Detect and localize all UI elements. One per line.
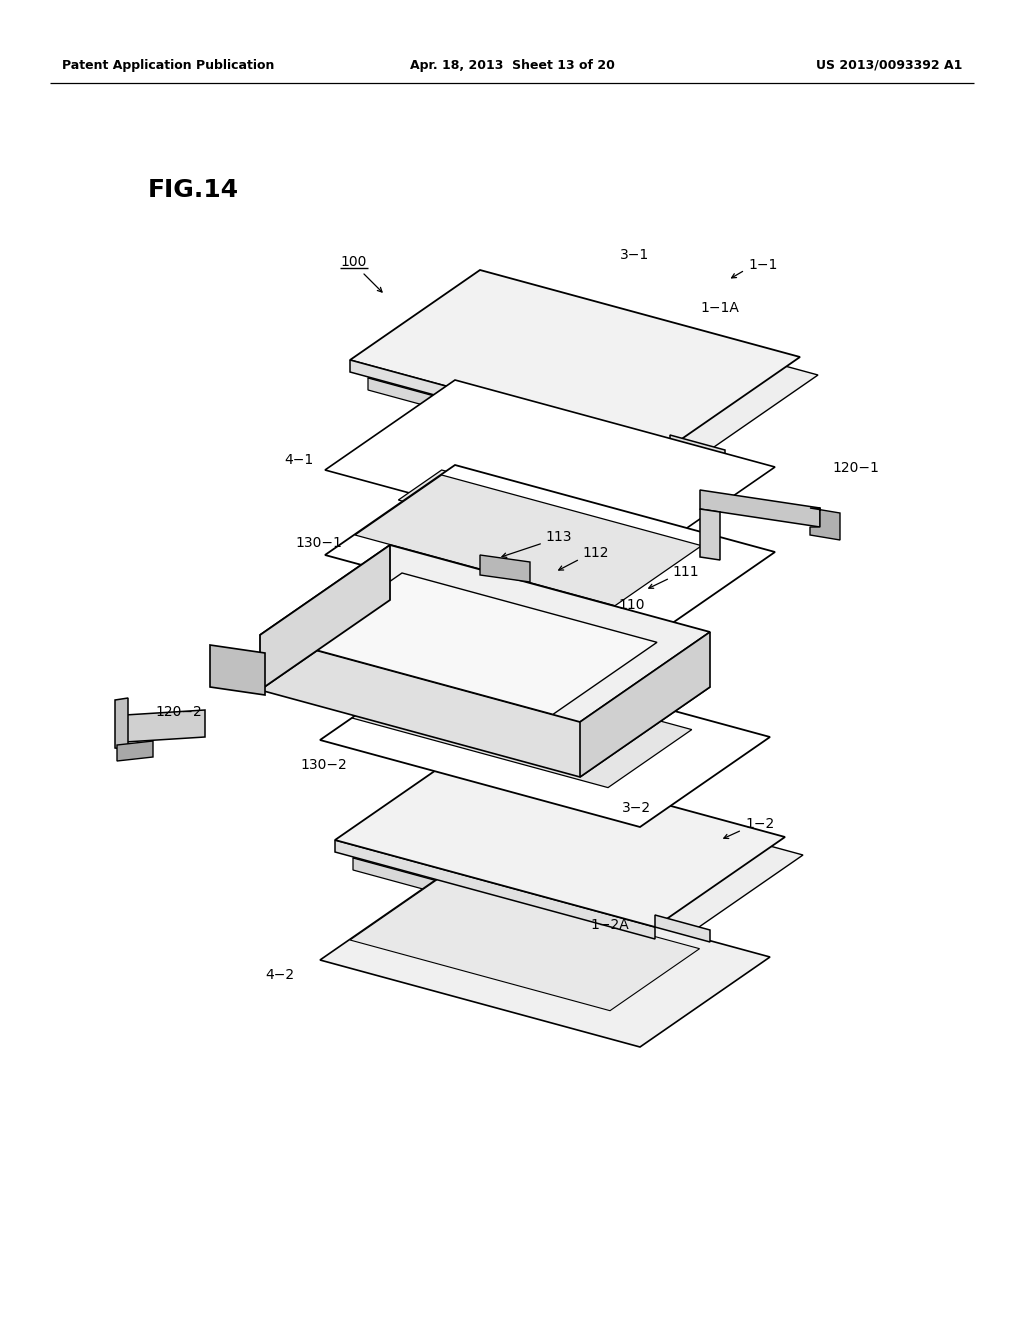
Polygon shape <box>353 768 803 945</box>
Polygon shape <box>298 573 657 714</box>
Text: 100: 100 <box>340 255 367 269</box>
Polygon shape <box>325 465 775 642</box>
Polygon shape <box>368 378 688 477</box>
Text: Apr. 18, 2013  Sheet 13 of 20: Apr. 18, 2013 Sheet 13 of 20 <box>410 58 614 71</box>
Polygon shape <box>125 710 205 742</box>
Polygon shape <box>368 288 818 465</box>
Text: 120−1: 120−1 <box>831 461 879 475</box>
Text: 4−2: 4−2 <box>265 968 294 982</box>
Text: 3−1: 3−1 <box>620 248 649 261</box>
Text: US 2013/0093392 A1: US 2013/0093392 A1 <box>816 58 962 71</box>
Polygon shape <box>700 510 720 560</box>
Polygon shape <box>325 380 775 557</box>
Text: 130−1: 130−1 <box>295 536 342 550</box>
Polygon shape <box>580 632 710 777</box>
Text: 1−2A: 1−2A <box>590 917 629 932</box>
Polygon shape <box>352 660 692 788</box>
Text: 112: 112 <box>582 546 608 560</box>
Text: 1−1: 1−1 <box>748 257 777 272</box>
Polygon shape <box>115 698 128 750</box>
Polygon shape <box>398 470 701 570</box>
Text: 110: 110 <box>618 598 644 612</box>
Text: FIG.14: FIG.14 <box>148 178 240 202</box>
Polygon shape <box>350 360 670 459</box>
Polygon shape <box>260 601 710 777</box>
Polygon shape <box>319 649 770 828</box>
Text: 113: 113 <box>545 531 571 544</box>
Polygon shape <box>117 741 153 762</box>
Polygon shape <box>260 545 710 722</box>
Text: 120−2: 120−2 <box>155 705 202 719</box>
Text: 3−2: 3−2 <box>622 801 651 814</box>
Text: 1−2: 1−2 <box>745 817 774 832</box>
Polygon shape <box>670 436 725 462</box>
Polygon shape <box>260 545 390 690</box>
Text: 111: 111 <box>672 565 698 579</box>
Polygon shape <box>355 475 701 606</box>
Text: 130−2: 130−2 <box>300 758 347 772</box>
Polygon shape <box>353 858 673 957</box>
Polygon shape <box>350 271 800 447</box>
Text: 4−1: 4−1 <box>284 453 313 467</box>
Polygon shape <box>810 508 840 540</box>
Polygon shape <box>210 645 265 696</box>
Text: Patent Application Publication: Patent Application Publication <box>62 58 274 71</box>
Polygon shape <box>335 750 785 927</box>
Polygon shape <box>655 915 710 942</box>
Polygon shape <box>350 878 699 1011</box>
Polygon shape <box>319 870 770 1047</box>
Polygon shape <box>700 490 820 527</box>
Text: 1−1A: 1−1A <box>700 301 739 315</box>
Polygon shape <box>335 840 655 939</box>
Polygon shape <box>480 554 530 582</box>
